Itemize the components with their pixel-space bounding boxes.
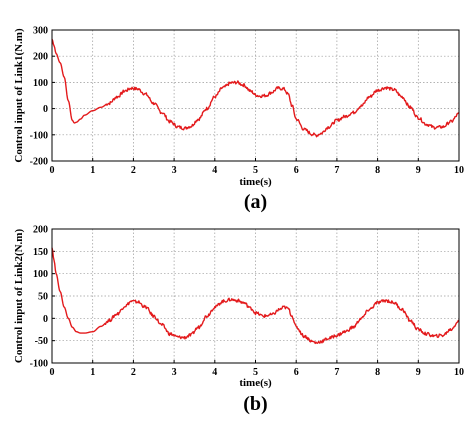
x-tick-label: 4: [212, 165, 217, 176]
series-line-a: [51, 38, 460, 138]
y-tick-label: 200: [33, 52, 48, 63]
plot-frame-b: [51, 228, 460, 364]
chart-panel-a: -200 -100 0 100 200 300 0 1 2 3 4 5 6 7 8 9 10 Control …: [13, 26, 464, 214]
x-tick-label: 0: [50, 165, 55, 176]
grid-b: [51, 228, 460, 364]
x-tick-label: 9: [416, 367, 421, 378]
y-tick-label: 50: [38, 292, 48, 303]
y-tick-labels-b: -100 -50 0 50 100 150 200: [30, 225, 48, 370]
x-tick-label: 6: [294, 367, 299, 378]
y-tick-label: 150: [33, 247, 48, 258]
x-tick-label: 5: [253, 367, 258, 378]
x-tick-label: 8: [375, 367, 380, 378]
y-axis-label-a: Control input of Link1(N.m): [13, 28, 25, 163]
y-tick-label: 100: [33, 78, 48, 89]
x-tick-label: 5: [253, 165, 258, 176]
x-tick-label: 10: [454, 165, 464, 176]
x-tick-label: 6: [294, 165, 299, 176]
x-tick-label: 7: [334, 165, 339, 176]
x-tick-label: 3: [172, 165, 177, 176]
y-tick-label: 0: [43, 314, 48, 325]
y-tick-label: 300: [33, 26, 48, 37]
x-tick-label: 3: [172, 367, 177, 378]
x-tick-label: 2: [131, 165, 136, 176]
x-tick-labels-b: 0 1 2 3 4 5 6 7 8 9 10: [50, 367, 465, 378]
x-axis-label-a: time(s): [239, 176, 272, 188]
x-tick-label: 9: [416, 165, 421, 176]
y-tick-label: 0: [43, 104, 48, 115]
x-tick-label: 10: [454, 367, 464, 378]
x-tick-label: 0: [50, 367, 55, 378]
panel-label-b: (b): [243, 393, 267, 415]
y-tick-label: -100: [30, 359, 48, 370]
x-axis-label-b: time(s): [239, 377, 272, 389]
chart-panel-b: -100 -50 0 50 100 150 200 0 1 2 3 4 5 6 7 8 9 10 Control…: [13, 225, 464, 416]
x-tick-label: 8: [375, 165, 380, 176]
y-tick-label: -100: [30, 130, 48, 141]
x-tick-label: 2: [131, 367, 136, 378]
y-axis-label-b: Control input of Link2(N.m): [13, 229, 25, 364]
series-line-b: [51, 247, 460, 345]
x-tick-label: 1: [90, 367, 95, 378]
panel-label-a: (a): [244, 191, 267, 213]
y-tick-label: -200: [30, 157, 48, 168]
x-tick-labels-a: 0 1 2 3 4 5 6 7 8 9 10: [50, 165, 465, 176]
x-tick-label: 7: [334, 367, 339, 378]
y-tick-label: 200: [33, 225, 48, 236]
x-tick-label: 1: [90, 165, 95, 176]
plot-frame-a: [51, 29, 460, 162]
x-tick-label: 4: [212, 367, 217, 378]
y-tick-label: 100: [33, 269, 48, 280]
y-tick-labels-a: -200 -100 0 100 200 300: [30, 26, 48, 168]
y-tick-label: -50: [35, 336, 48, 347]
